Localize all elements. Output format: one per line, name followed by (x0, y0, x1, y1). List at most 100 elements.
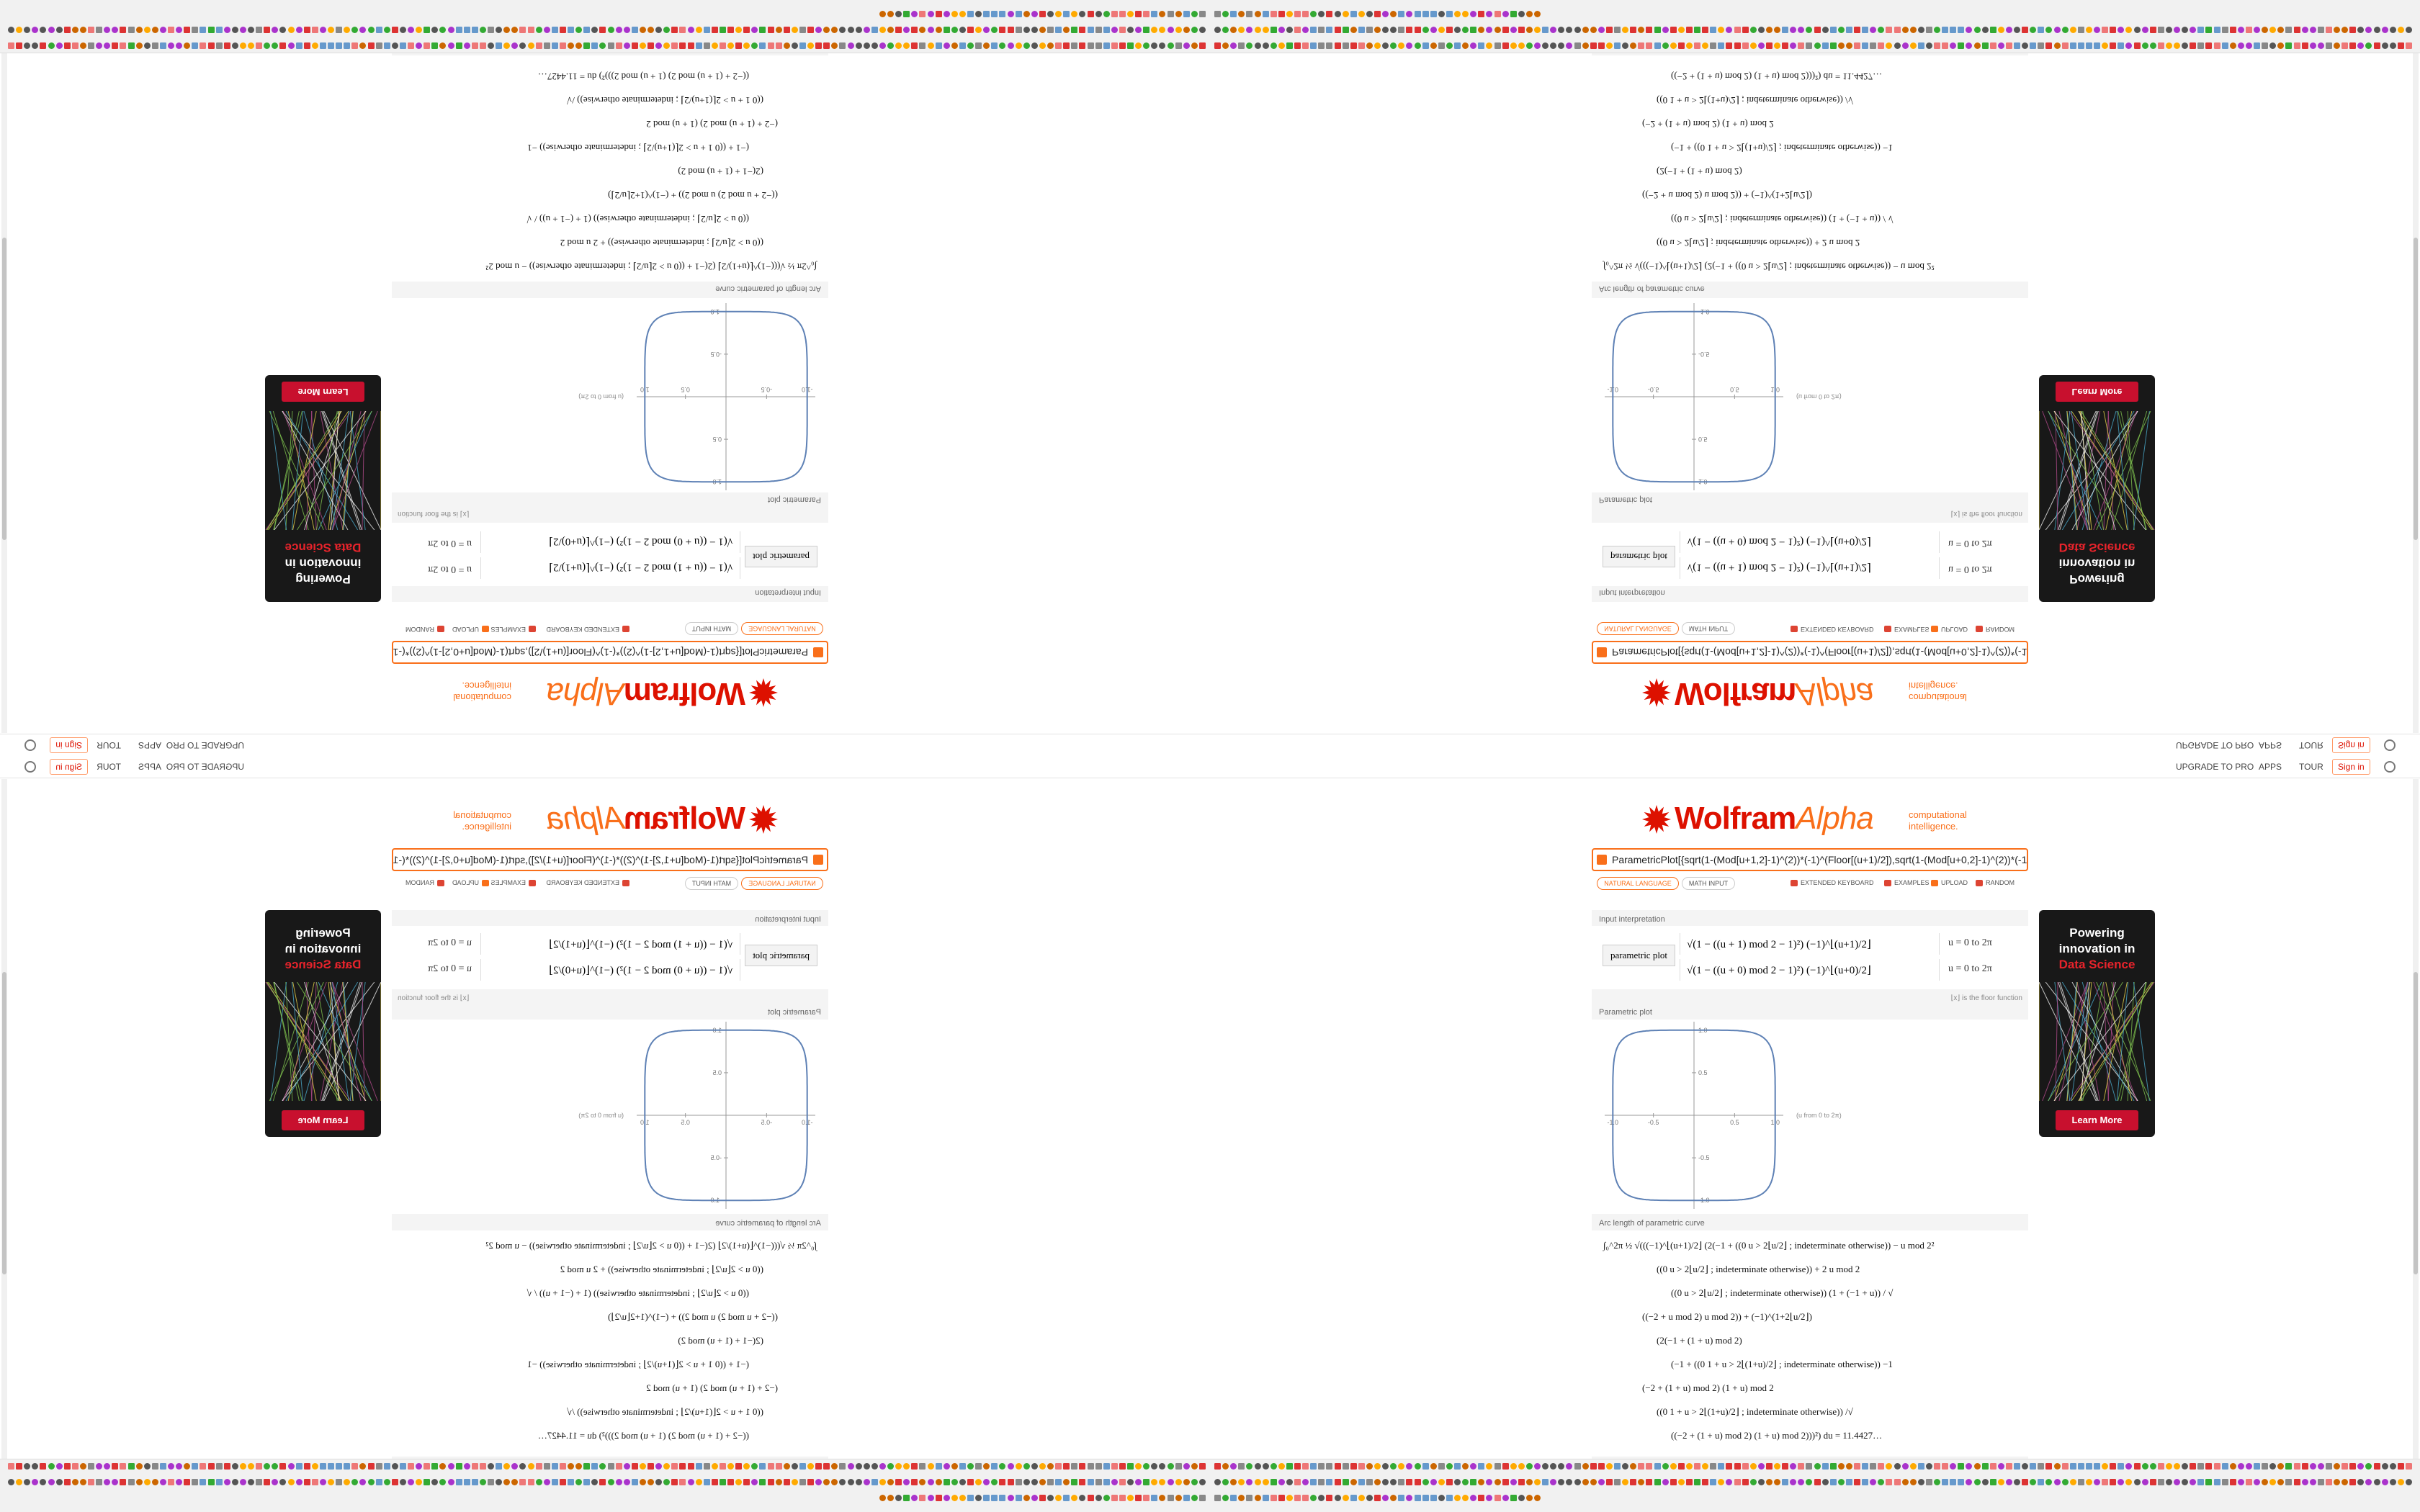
tool-link[interactable]: UPLOAD (452, 879, 479, 886)
toolbar-icon[interactable] (1909, 1479, 1917, 1485)
toolbar-icon[interactable] (1638, 42, 1645, 49)
toolbar-icon[interactable] (711, 27, 718, 33)
toolbar-icon[interactable] (496, 1463, 503, 1470)
toolbar-icon[interactable] (519, 1479, 526, 1485)
settings-icon[interactable] (24, 761, 36, 773)
toolbar-icon[interactable] (1175, 42, 1182, 49)
toolbar-icon[interactable] (871, 42, 878, 49)
toolbar-icon[interactable] (1798, 1479, 1805, 1485)
toolbar-icon[interactable] (1254, 42, 1261, 49)
toolbar-icon[interactable] (1270, 1495, 1277, 1501)
toolbar-icon[interactable] (1326, 11, 1333, 17)
toolbar-icon[interactable] (1446, 1479, 1453, 1485)
sign-in-button[interactable]: Sign in (50, 737, 88, 753)
toolbar-icon[interactable] (1342, 11, 1349, 17)
toolbar-icon[interactable] (320, 42, 326, 49)
toolbar-icon[interactable] (311, 1463, 318, 1470)
toolbar-icon[interactable] (2102, 1479, 2109, 1485)
toolbar-icon[interactable] (839, 42, 846, 49)
toolbar-icon[interactable] (295, 1463, 302, 1470)
toolbar-icon[interactable] (2389, 1479, 2396, 1485)
toolbar-icon[interactable] (1222, 1495, 1229, 1501)
toolbar-icon[interactable] (2102, 1463, 2109, 1470)
toolbar-icon[interactable] (2373, 42, 2380, 49)
toolbar-icon[interactable] (1222, 1479, 1229, 1485)
toolbar-icon[interactable] (367, 27, 375, 33)
toolbar-icon[interactable] (1829, 42, 1837, 49)
toolbar-icon[interactable] (1286, 1479, 1293, 1485)
toolbar-icon[interactable] (1446, 1495, 1453, 1501)
toolbar-icon[interactable] (855, 42, 862, 49)
toolbar-icon[interactable] (551, 27, 558, 33)
toolbar-icon[interactable] (1909, 42, 1917, 49)
toolbar-icon[interactable] (1262, 1479, 1269, 1485)
toolbar-icon[interactable] (1111, 1495, 1118, 1501)
toolbar-icon[interactable] (607, 1479, 614, 1485)
toolbar-icon[interactable] (927, 27, 934, 33)
toolbar-icon[interactable] (1262, 42, 1269, 49)
toolbar-icon[interactable] (1886, 1463, 1893, 1470)
toolbar-icon[interactable] (1350, 11, 1357, 17)
toolbar-icon[interactable] (1135, 11, 1142, 17)
toolbar-icon[interactable] (1710, 42, 1717, 49)
toolbar-icon[interactable] (1654, 27, 1661, 33)
toolbar-icon[interactable] (1798, 42, 1805, 49)
toolbar-icon[interactable] (1318, 42, 1325, 49)
toolbar-icon[interactable] (455, 27, 462, 33)
toolbar-icon[interactable] (1302, 42, 1309, 49)
toolbar-icon[interactable] (1718, 1463, 1725, 1470)
toolbar-icon[interactable] (1254, 1495, 1261, 1501)
toolbar-icon[interactable] (1597, 27, 1605, 33)
toolbar-icon[interactable] (127, 42, 135, 49)
toolbar-icon[interactable] (815, 1463, 823, 1470)
toolbar-icon[interactable] (791, 27, 798, 33)
toolbar-icon[interactable] (112, 42, 119, 49)
nav-link[interactable]: TOUR (2299, 762, 2323, 772)
toolbar-icon[interactable] (1494, 1463, 1501, 1470)
toolbar-icon[interactable] (679, 1463, 686, 1470)
toolbar-icon[interactable] (1302, 1479, 1309, 1485)
toolbar-icon[interactable] (1605, 1463, 1613, 1470)
toolbar-icon[interactable] (1950, 27, 1957, 33)
toolbar-icon[interactable] (1829, 1479, 1837, 1485)
toolbar-icon[interactable] (1981, 1463, 1989, 1470)
ad-banner[interactable]: Powering innovation in Data Science Learn M… (265, 375, 381, 602)
toolbar-icon[interactable] (2118, 1463, 2125, 1470)
toolbar-icon[interactable] (1095, 1479, 1102, 1485)
toolbar-icon[interactable] (1534, 11, 1541, 17)
toolbar-icon[interactable] (2389, 42, 2396, 49)
toolbar-icon[interactable] (783, 1479, 790, 1485)
toolbar-icon[interactable] (2157, 1463, 2164, 1470)
toolbar-icon[interactable] (1183, 42, 1190, 49)
toolbar-icon[interactable] (1414, 1495, 1421, 1501)
toolbar-icon[interactable] (1103, 11, 1110, 17)
toolbar-icon[interactable] (1494, 27, 1501, 33)
toolbar-icon[interactable] (1870, 1479, 1877, 1485)
toolbar-icon[interactable] (568, 1479, 575, 1485)
toolbar-icon[interactable] (2285, 1463, 2293, 1470)
toolbar-icon[interactable] (2325, 42, 2332, 49)
toolbar-icon[interactable] (1981, 27, 1989, 33)
toolbar-icon[interactable] (1246, 1479, 1253, 1485)
toolbar-icon[interactable] (1694, 1463, 1700, 1470)
toolbar-icon[interactable] (2157, 27, 2164, 33)
toolbar-icon[interactable] (127, 1479, 135, 1485)
toolbar-icon[interactable] (1358, 42, 1365, 49)
toolbar-icon[interactable] (367, 1479, 375, 1485)
toolbar-icon[interactable] (1318, 1463, 1325, 1470)
toolbar-icon[interactable] (1574, 1479, 1581, 1485)
toolbar-icon[interactable] (391, 1463, 398, 1470)
toolbar-icon[interactable] (1063, 1463, 1070, 1470)
toolbar-icon[interactable] (1630, 1463, 1637, 1470)
tool-link[interactable]: RANDOM (1986, 879, 2015, 886)
toolbar-icon[interactable] (207, 27, 215, 33)
toolbar-icon[interactable] (1350, 1463, 1357, 1470)
toolbar-icon[interactable] (1542, 1463, 1549, 1470)
toolbar-icon[interactable] (1087, 1495, 1094, 1501)
toolbar-icon[interactable] (935, 11, 942, 17)
toolbar-icon[interactable] (687, 1479, 694, 1485)
toolbar-icon[interactable] (1862, 42, 1869, 49)
toolbar-icon[interactable] (1917, 27, 1924, 33)
toolbar-icon[interactable] (295, 42, 302, 49)
toolbar-icon[interactable] (759, 1463, 766, 1470)
